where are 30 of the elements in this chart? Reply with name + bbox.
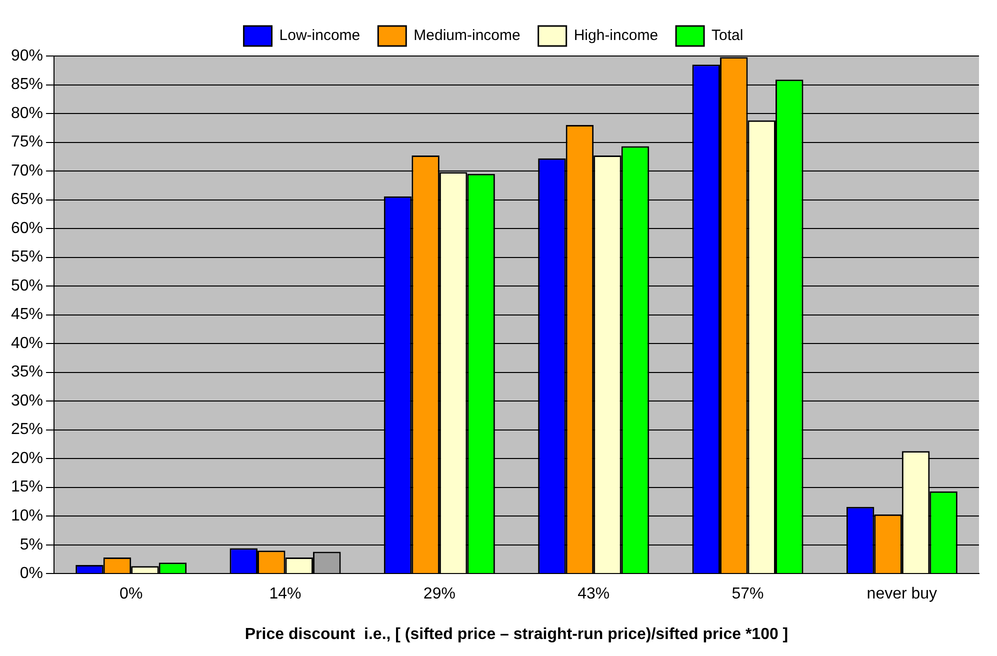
y-tick-label: 45% <box>10 306 44 324</box>
y-tick-label: 5% <box>20 536 44 554</box>
x-tick-label: 14% <box>269 586 302 603</box>
y-tick-label: 40% <box>10 334 44 352</box>
y-tick-label: 20% <box>10 450 44 467</box>
y-tick-label: 85% <box>10 76 44 94</box>
y-tick-label: 70% <box>10 162 44 180</box>
y-tick-label: 0% <box>20 565 44 582</box>
legend-label: Low-income <box>279 27 360 44</box>
x-tick-label: 29% <box>423 586 456 603</box>
y-tick-label: 50% <box>10 277 44 294</box>
y-tick-label: 25% <box>10 421 44 438</box>
x-tick-label: 57% <box>732 586 764 603</box>
y-tick-label: 60% <box>10 220 44 237</box>
legend-label: Total <box>712 27 744 44</box>
y-tick-label: 55% <box>10 248 44 266</box>
y-tick-label: 10% <box>10 507 44 524</box>
legend-label: Medium-income <box>414 27 520 44</box>
y-tick-label: 15% <box>10 478 44 496</box>
y-tick-label: 65% <box>10 191 44 208</box>
legend-label: High-income <box>574 27 658 44</box>
y-tick-label: 90% <box>10 47 44 64</box>
x-tick-label: 43% <box>578 586 610 603</box>
x-tick-label: never buy <box>866 586 938 603</box>
x-axis-title: Price discount i.e., [ (sifted price – straight-run price)/sifted price *100 ] <box>244 626 788 643</box>
y-tick-label: 75% <box>10 134 44 151</box>
y-tick-label: 80% <box>10 104 44 122</box>
x-tick-label: 0% <box>120 586 143 603</box>
y-tick-label: 35% <box>10 364 44 381</box>
y-tick-label: 30% <box>10 392 44 410</box>
